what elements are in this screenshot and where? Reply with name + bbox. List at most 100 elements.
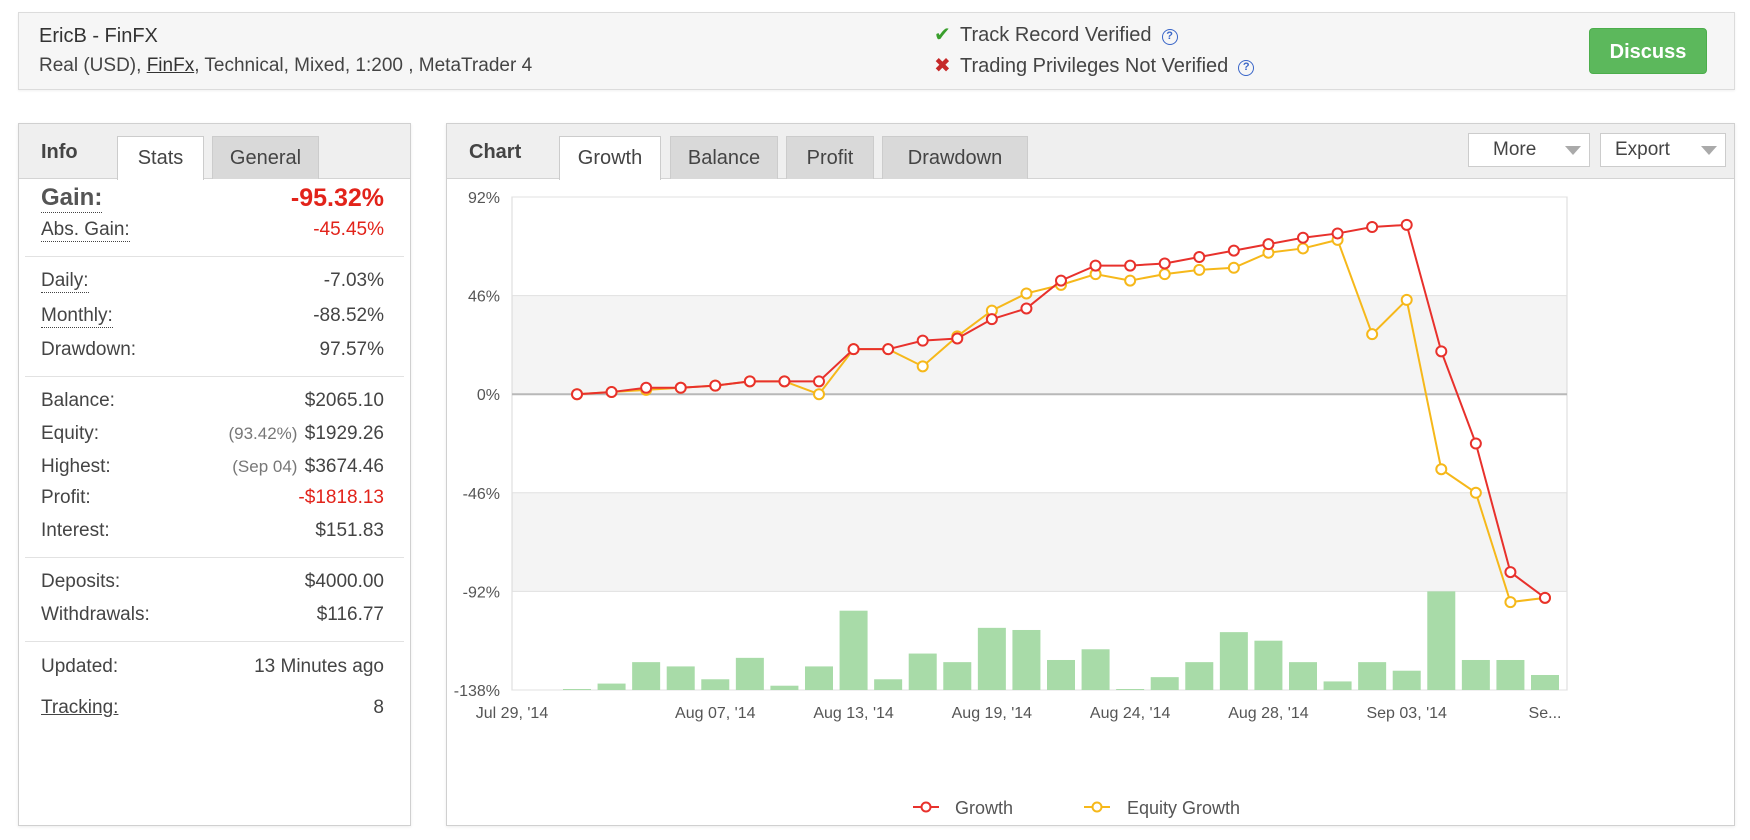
deposits-value: $4000.00 — [304, 571, 384, 592]
export-label: Export — [1615, 139, 1670, 160]
chart-bands — [511, 196, 1568, 691]
updated-value: 13 Minutes ago — [254, 656, 384, 677]
volume-bar — [1185, 662, 1214, 690]
abs-gain-value: -45.45% — [313, 219, 384, 240]
x-tick-label: Aug 13, '14 — [813, 705, 894, 722]
divider — [25, 376, 404, 377]
data-point — [1331, 227, 1344, 240]
chart-panel-title: Chart — [469, 141, 522, 163]
legend-growth-label[interactable]: Growth — [955, 798, 1013, 818]
data-point — [1504, 566, 1517, 579]
volume-bar — [1116, 689, 1145, 690]
volume-bar — [1047, 659, 1075, 690]
data-point — [1124, 274, 1137, 287]
tab-growth[interactable]: Growth — [559, 136, 661, 180]
data-point — [1020, 302, 1033, 315]
tracking-value: 8 — [373, 697, 384, 718]
help-icon[interactable]: ? — [1161, 29, 1178, 45]
x-tick-label: Se... — [1529, 705, 1562, 722]
x-tick-label: Jul 29, '14 — [476, 705, 549, 722]
data-point — [1366, 221, 1379, 234]
data-point — [1124, 259, 1137, 272]
drawdown-value: 97.57% — [319, 339, 384, 360]
data-point — [1469, 486, 1482, 499]
checkmark-icon: ✔ — [934, 24, 951, 46]
chevron-down-icon — [1565, 146, 1581, 155]
volume-bar — [701, 679, 730, 690]
data-point — [1435, 463, 1448, 476]
data-point — [1227, 244, 1240, 257]
x-tick-label: Aug 19, '14 — [952, 705, 1033, 722]
legend-equity-label[interactable]: Equity Growth — [1127, 798, 1240, 818]
tab-profit[interactable]: Profit — [786, 136, 874, 179]
legend-equity-marker — [1091, 801, 1103, 813]
account-subtitle: Real (USD), FinFx, Technical, Mixed, 1:2… — [39, 55, 532, 77]
updated-label: Updated: — [41, 656, 119, 677]
interest-value: $151.83 — [315, 520, 384, 541]
plot-frame — [511, 196, 1568, 691]
more-label: More — [1493, 139, 1537, 160]
monthly-label[interactable]: Monthly: — [41, 305, 113, 328]
volume-bar — [908, 653, 937, 690]
broker-link[interactable]: FinFx — [146, 55, 195, 76]
more-dropdown[interactable]: More — [1468, 133, 1590, 167]
balance-label: Balance: — [41, 390, 115, 411]
data-point — [1469, 437, 1482, 450]
data-point — [1158, 257, 1171, 270]
highest-date: (Sep 04) — [232, 457, 298, 476]
volume-bar — [1323, 681, 1352, 690]
volume-bar — [1012, 629, 1041, 690]
data-point — [1366, 328, 1379, 341]
data-point — [709, 379, 722, 392]
x-tick-label: Aug 07, '14 — [675, 705, 756, 722]
equity-value: $1929.26 — [304, 423, 384, 444]
y-tick-label: 46% — [468, 289, 500, 306]
help-icon[interactable]: ? — [1238, 60, 1255, 76]
x-tick-label: Aug 28, '14 — [1228, 705, 1309, 722]
info-panel: Info Stats General Gain: -95.32% Abs. Ga… — [18, 123, 411, 826]
data-point — [1297, 242, 1309, 255]
data-point — [778, 375, 791, 388]
chart-legend: Growth Equity Growth — [913, 798, 1240, 818]
volume-bar — [666, 666, 695, 690]
abs-gain-label[interactable]: Abs. Gain: — [41, 219, 130, 242]
tab-drawdown[interactable]: Drawdown — [882, 136, 1028, 179]
tab-general[interactable]: General — [212, 136, 319, 179]
drawdown-label: Drawdown: — [41, 339, 137, 360]
daily-value: -7.03% — [323, 270, 384, 291]
divider — [25, 256, 404, 257]
equity-label: Equity: — [41, 423, 100, 444]
chart-band — [512, 492, 1567, 592]
volume-bar — [1219, 632, 1248, 690]
y-tick-label: -138% — [454, 683, 500, 700]
volume-bar — [1427, 591, 1456, 690]
data-point — [951, 332, 964, 345]
volume-bar — [874, 679, 903, 690]
export-dropdown[interactable]: Export — [1600, 133, 1726, 167]
data-point — [813, 375, 825, 388]
daily-label[interactable]: Daily: — [41, 270, 89, 293]
tab-stats[interactable]: Stats — [117, 136, 204, 180]
profit-value: -$1818.13 — [298, 487, 384, 508]
volume-bar — [1081, 649, 1110, 690]
volume-bar — [597, 683, 626, 690]
x-axis-ticks: Jul 29, '14 Aug 07, '14 Aug 13, '14 Aug 19,… — [476, 705, 1562, 722]
tracking-link[interactable]: Tracking: — [41, 697, 119, 718]
discuss-button[interactable]: Discuss — [1589, 28, 1707, 74]
volume-bar — [563, 689, 591, 690]
subtitle-prefix: Real (USD), — [39, 55, 147, 76]
equity-percent: (93.42%) — [228, 424, 298, 443]
tab-balance[interactable]: Balance — [670, 136, 778, 179]
chart-tabbar: Chart Growth Balance Profit Drawdown Mor… — [447, 124, 1734, 180]
y-tick-label: 0% — [477, 387, 500, 404]
data-point — [1400, 293, 1413, 306]
data-point — [1504, 596, 1517, 609]
equity-value-group: (93.42%) $1929.26 — [228, 423, 384, 445]
gain-label[interactable]: Gain: — [41, 184, 103, 213]
y-axis-ticks: 92% 46% 0% -46% -92% -138% — [454, 190, 500, 700]
chart-lines — [571, 218, 1551, 609]
data-point — [571, 388, 583, 401]
y-tick-label: -46% — [463, 486, 500, 503]
data-point — [1193, 251, 1206, 264]
y-tick-label: -92% — [463, 584, 500, 601]
